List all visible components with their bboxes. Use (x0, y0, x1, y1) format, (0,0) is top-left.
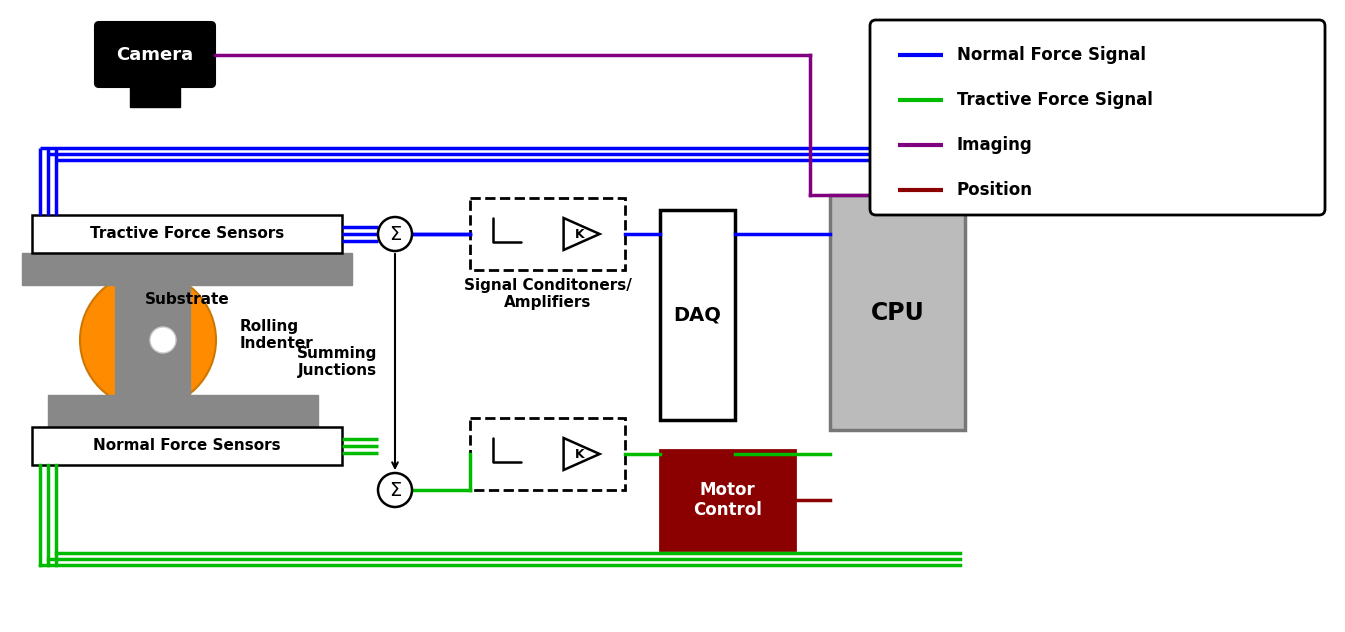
Bar (22, 253, 352, 285)
Text: Substrate: Substrate (145, 291, 230, 307)
FancyBboxPatch shape (95, 22, 215, 87)
Text: Σ: Σ (389, 480, 401, 499)
Text: Σ: Σ (389, 224, 401, 243)
Bar (32, 215, 342, 253)
Bar (830, 195, 964, 430)
Text: Rolling
Indenter: Rolling Indenter (239, 319, 313, 351)
Text: Position: Position (958, 181, 1033, 199)
Bar (660, 210, 734, 420)
Circle shape (79, 272, 217, 408)
Text: Summing
Junctions: Summing Junctions (297, 346, 377, 378)
Bar (660, 450, 795, 550)
Text: Motor
Control: Motor Control (693, 480, 761, 520)
Bar (469, 418, 625, 490)
Polygon shape (564, 438, 600, 470)
Text: K: K (574, 228, 585, 241)
Bar (469, 198, 625, 270)
Bar (48, 395, 317, 427)
Bar (116, 285, 190, 395)
Polygon shape (564, 218, 600, 250)
Text: Normal Force Sensors: Normal Force Sensors (93, 439, 281, 454)
FancyBboxPatch shape (870, 20, 1325, 215)
Text: Tractive Force Sensors: Tractive Force Sensors (90, 226, 284, 241)
Text: Normal Force Signal: Normal Force Signal (958, 46, 1146, 64)
Bar (32, 427, 342, 465)
Text: DAQ: DAQ (674, 305, 721, 324)
Circle shape (378, 473, 412, 507)
Text: K: K (574, 447, 585, 461)
Text: Camera: Camera (117, 46, 194, 63)
Text: Signal Conditoners/
Amplifiers: Signal Conditoners/ Amplifiers (464, 278, 631, 310)
Circle shape (378, 217, 412, 251)
Text: CPU: CPU (870, 300, 924, 324)
Text: Imaging: Imaging (958, 136, 1033, 154)
Circle shape (151, 327, 176, 353)
Text: Tractive Force Signal: Tractive Force Signal (958, 91, 1153, 109)
Bar (130, 85, 180, 107)
